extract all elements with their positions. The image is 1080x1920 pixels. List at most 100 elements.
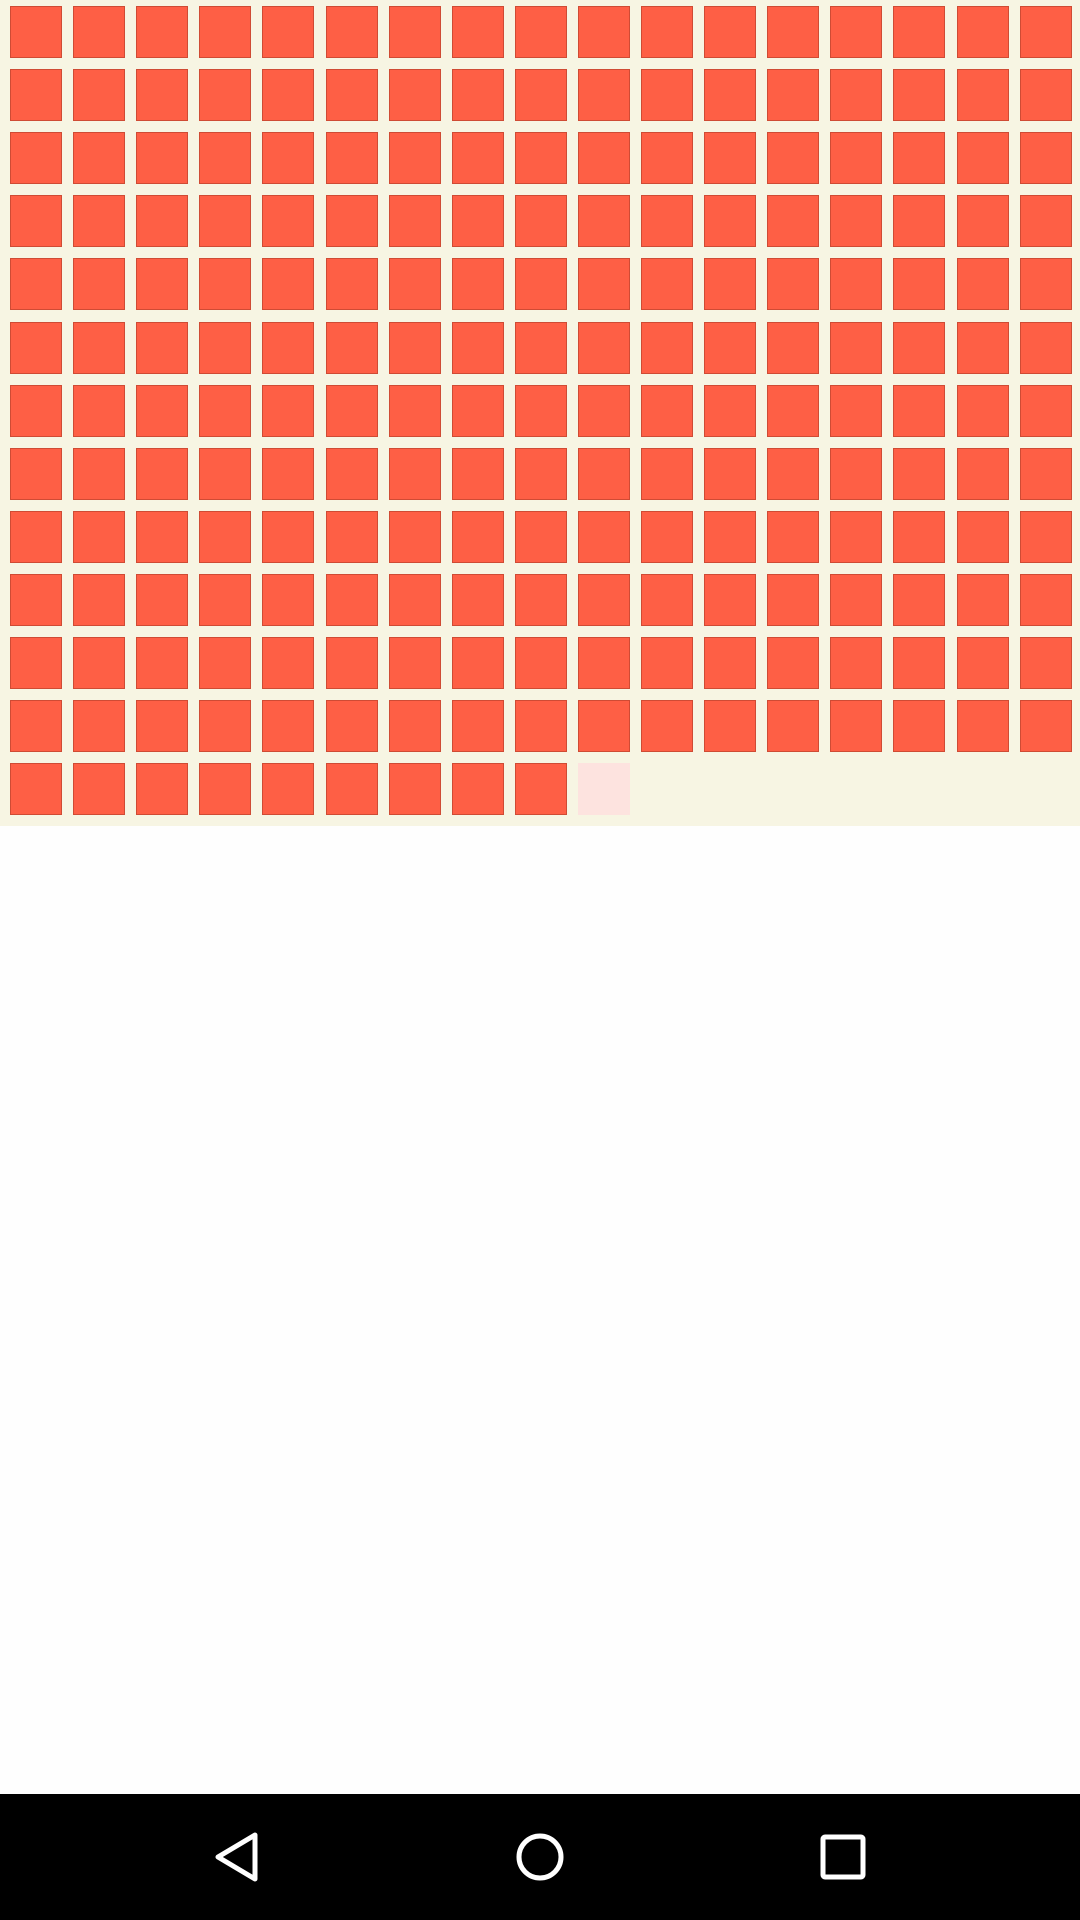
tile[interactable] — [389, 511, 441, 563]
tile[interactable] — [893, 448, 945, 500]
tile[interactable] — [578, 574, 630, 626]
tile[interactable] — [893, 322, 945, 374]
tile[interactable] — [10, 700, 62, 752]
tile[interactable] — [389, 700, 441, 752]
tile[interactable] — [10, 322, 62, 374]
tile[interactable] — [830, 195, 882, 247]
tile[interactable] — [10, 132, 62, 184]
tile[interactable] — [767, 448, 819, 500]
tile[interactable] — [830, 322, 882, 374]
tile[interactable] — [136, 448, 188, 500]
tile[interactable] — [136, 511, 188, 563]
tile[interactable] — [578, 258, 630, 310]
tile[interactable] — [452, 132, 504, 184]
tile[interactable] — [957, 322, 1009, 374]
back-button[interactable] — [200, 1820, 274, 1894]
tile[interactable] — [641, 132, 693, 184]
tile[interactable] — [578, 322, 630, 374]
tile[interactable] — [957, 195, 1009, 247]
tile[interactable] — [767, 322, 819, 374]
tile[interactable] — [10, 69, 62, 121]
tile[interactable] — [893, 69, 945, 121]
tile[interactable] — [326, 574, 378, 626]
tile[interactable] — [515, 69, 567, 121]
tile[interactable] — [515, 322, 567, 374]
tile[interactable] — [767, 700, 819, 752]
tile[interactable] — [578, 385, 630, 437]
tile[interactable] — [767, 132, 819, 184]
tile[interactable] — [767, 511, 819, 563]
tile[interactable] — [452, 258, 504, 310]
tile[interactable] — [830, 511, 882, 563]
tile[interactable] — [641, 385, 693, 437]
tile[interactable] — [957, 6, 1009, 58]
tile[interactable] — [452, 195, 504, 247]
tile[interactable] — [326, 511, 378, 563]
tile[interactable] — [704, 195, 756, 247]
tile[interactable] — [578, 132, 630, 184]
tile[interactable] — [73, 258, 125, 310]
tile[interactable] — [452, 511, 504, 563]
tile[interactable] — [199, 637, 251, 689]
tile[interactable] — [389, 574, 441, 626]
tile[interactable] — [452, 6, 504, 58]
tile[interactable] — [73, 6, 125, 58]
tile[interactable] — [10, 511, 62, 563]
tile[interactable] — [830, 6, 882, 58]
tile[interactable] — [73, 700, 125, 752]
tile[interactable] — [830, 258, 882, 310]
tile[interactable] — [136, 637, 188, 689]
tile[interactable] — [10, 574, 62, 626]
tile[interactable] — [73, 69, 125, 121]
tile[interactable] — [389, 763, 441, 815]
tile[interactable] — [641, 322, 693, 374]
tile[interactable] — [199, 700, 251, 752]
tile[interactable] — [893, 574, 945, 626]
tile[interactable] — [641, 448, 693, 500]
recents-button[interactable] — [806, 1820, 880, 1894]
tile[interactable] — [326, 69, 378, 121]
tile[interactable] — [1020, 385, 1072, 437]
tile[interactable] — [136, 322, 188, 374]
tile[interactable] — [73, 574, 125, 626]
tile[interactable] — [515, 132, 567, 184]
tile[interactable] — [830, 385, 882, 437]
tile[interactable] — [389, 195, 441, 247]
tile[interactable] — [326, 448, 378, 500]
tile[interactable] — [262, 258, 314, 310]
tile[interactable] — [389, 258, 441, 310]
tile[interactable] — [515, 448, 567, 500]
tile[interactable] — [199, 132, 251, 184]
tile[interactable] — [326, 195, 378, 247]
tile[interactable] — [326, 6, 378, 58]
tile[interactable] — [830, 69, 882, 121]
tile[interactable] — [1020, 6, 1072, 58]
tile[interactable] — [262, 6, 314, 58]
tile[interactable] — [641, 700, 693, 752]
tile[interactable] — [262, 385, 314, 437]
tile[interactable] — [704, 6, 756, 58]
tile[interactable] — [136, 574, 188, 626]
tile[interactable] — [326, 700, 378, 752]
tile[interactable] — [515, 574, 567, 626]
tile[interactable] — [136, 385, 188, 437]
tile[interactable] — [389, 448, 441, 500]
tile[interactable] — [10, 6, 62, 58]
tile[interactable] — [73, 763, 125, 815]
tile[interactable] — [767, 69, 819, 121]
tile[interactable] — [1020, 322, 1072, 374]
tile[interactable] — [10, 763, 62, 815]
tile[interactable] — [326, 385, 378, 437]
tile[interactable] — [767, 258, 819, 310]
tile[interactable] — [830, 132, 882, 184]
tile[interactable] — [199, 6, 251, 58]
tile[interactable] — [73, 448, 125, 500]
tile[interactable] — [262, 322, 314, 374]
tile[interactable] — [515, 258, 567, 310]
tile[interactable] — [199, 511, 251, 563]
tile[interactable] — [136, 132, 188, 184]
tile[interactable] — [704, 69, 756, 121]
tile[interactable] — [957, 511, 1009, 563]
tile[interactable] — [830, 574, 882, 626]
tile[interactable] — [957, 132, 1009, 184]
